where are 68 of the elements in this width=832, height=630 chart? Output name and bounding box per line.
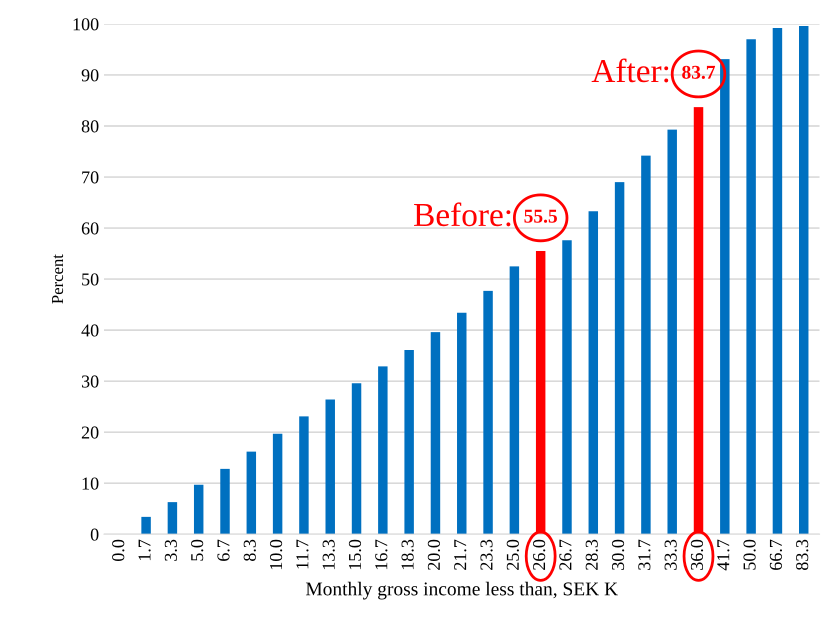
y-tick-label: 30: [82, 375, 98, 388]
bar: [325, 400, 335, 534]
bar: [352, 383, 362, 534]
y-tick-label: 100: [74, 18, 98, 30]
x-tick-label: 26.7: [559, 540, 572, 570]
x-tick-label: 10.0: [270, 540, 282, 570]
y-tick-label: 90: [82, 69, 98, 82]
bar: [194, 484, 204, 534]
x-tick-label: 1.7: [138, 540, 151, 560]
x-tick-label: 25.0: [506, 540, 519, 570]
x-tick-label: 15.0: [348, 540, 362, 570]
bar: [720, 59, 730, 534]
bar: [510, 266, 520, 534]
bar: [588, 211, 598, 534]
annotation: After:: [592, 58, 668, 82]
bar: [220, 468, 230, 534]
x-axis-title: Monthly gross income less than, SEK K: [306, 582, 618, 600]
x-tick-label: 33.3: [664, 540, 677, 570]
x-tick-label: 31.7: [638, 540, 650, 570]
bar: [667, 130, 677, 534]
x-tick-label: 50.0: [743, 540, 756, 570]
bar: [772, 28, 782, 534]
bar: [457, 312, 466, 534]
x-tick-label: 30.0: [612, 540, 624, 570]
bar: [614, 182, 624, 534]
y-tick-label: 40: [81, 324, 98, 337]
x-tick-label: 26.0: [533, 540, 546, 570]
x-tick-label: 28.3: [586, 540, 598, 570]
bar: [299, 416, 309, 534]
y-tick-label: 80: [82, 120, 98, 132]
x-tick-label: 20.0: [428, 540, 440, 570]
y-tick-label: 10: [82, 477, 98, 490]
bar: [430, 332, 440, 534]
bar: [141, 516, 151, 534]
bar: [746, 39, 756, 534]
x-tick-label: 3.3: [164, 540, 177, 561]
x-tick-label: 16.7: [375, 540, 388, 570]
y-tick-label: 50: [82, 273, 98, 286]
y-tick-label: 70: [82, 171, 98, 184]
bar: [641, 156, 651, 534]
x-tick-label: 23.3: [480, 540, 493, 570]
x-tick-label: 83.3: [796, 540, 808, 570]
data-label: 55.5: [524, 210, 557, 223]
x-tick-label: 41.7: [717, 540, 730, 570]
data-label: 83.7: [682, 66, 716, 79]
bar: [378, 366, 388, 534]
x-tick-label: 8.3: [244, 540, 256, 561]
bar: [168, 502, 178, 534]
bar: [246, 452, 256, 534]
y-tick-label: 60: [82, 222, 98, 234]
y-tick-label: 20: [82, 426, 98, 439]
x-tick-label: 36.0: [690, 540, 704, 570]
x-tick-label: 18.3: [401, 540, 414, 570]
bar: [404, 350, 414, 534]
bar: [483, 290, 493, 534]
x-tick-label: 13.3: [322, 540, 335, 570]
y-axis-title: Percent: [52, 254, 64, 304]
x-tick-label: 21.7: [454, 540, 466, 570]
annotation: Before:: [414, 202, 510, 226]
x-tick-label: 6.7: [217, 540, 230, 561]
x-tick-label: 5.0: [191, 540, 204, 561]
x-tick-label: 0.0: [112, 540, 124, 561]
bar: [272, 434, 282, 534]
bar: [562, 240, 572, 534]
bar: [799, 26, 808, 534]
x-tick-label: 11.7: [296, 540, 309, 568]
y-tick-label: 0: [90, 528, 98, 541]
x-tick-label: 66.7: [770, 540, 782, 570]
